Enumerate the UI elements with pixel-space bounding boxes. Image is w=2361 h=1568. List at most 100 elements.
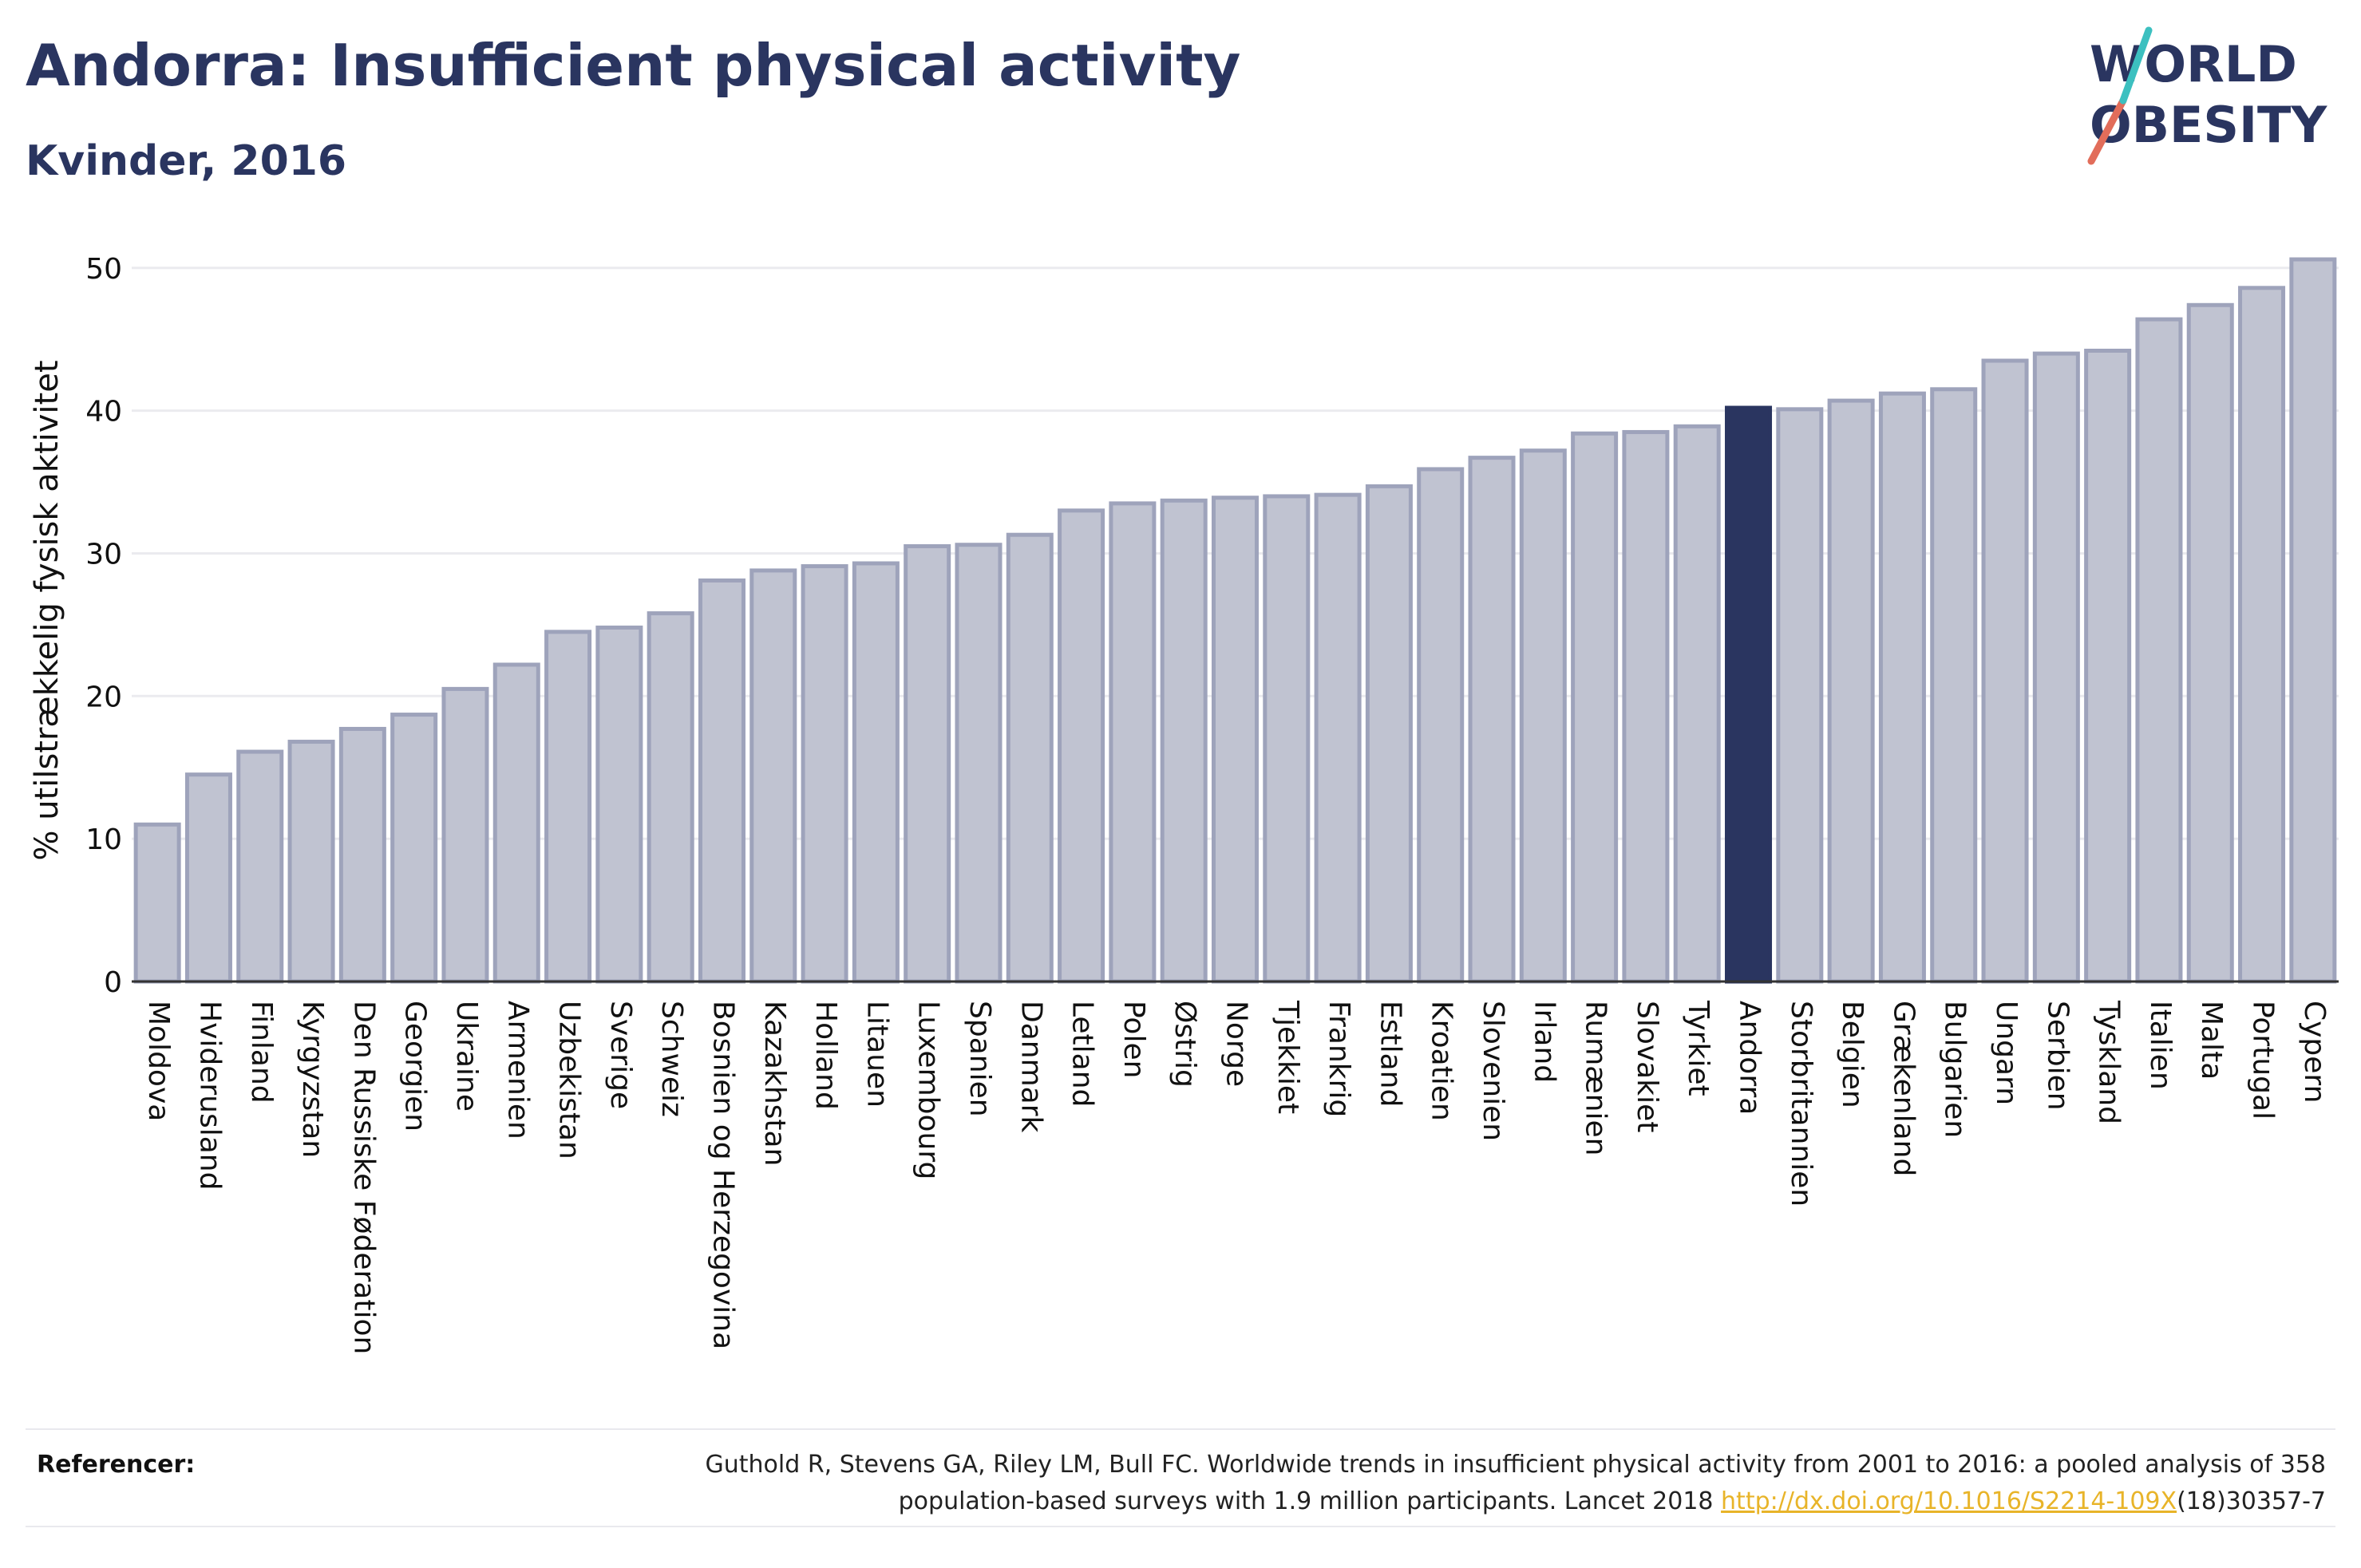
bar <box>1263 494 1311 984</box>
x-tick-label: Luxembourg <box>912 1001 945 1179</box>
bar <box>1058 508 1105 984</box>
bar <box>2032 351 2080 984</box>
bar <box>852 561 900 984</box>
bar <box>1571 431 1619 984</box>
bar <box>1776 407 1824 984</box>
x-tick-label: Rumænien <box>1580 1001 1612 1155</box>
x-tick-label: Frankrig <box>1323 1001 1355 1117</box>
x-tick-label: Østrig <box>1169 1001 1201 1088</box>
bar <box>1622 429 1670 984</box>
bar <box>2186 302 2234 984</box>
bar <box>184 772 232 984</box>
bar <box>1930 387 1978 984</box>
x-tick-label: Italien <box>2144 1001 2177 1090</box>
bar <box>1725 405 1773 984</box>
x-tick-label: Spanien <box>963 1001 996 1117</box>
bar <box>236 749 284 984</box>
logo-line2: OBESITY <box>2090 96 2327 154</box>
y-tick-label: 40 <box>85 396 122 429</box>
logo-slash-red <box>2087 97 2127 165</box>
x-tick-label: Bosnien og Herzegovina <box>706 1001 739 1349</box>
bar <box>544 630 592 984</box>
bar <box>595 625 643 984</box>
bar <box>801 564 848 984</box>
y-tick-label: 30 <box>85 538 122 571</box>
bar <box>955 543 1003 984</box>
bar <box>2238 286 2286 984</box>
bar <box>904 544 951 984</box>
bar <box>1519 448 1567 984</box>
bar <box>749 568 797 984</box>
bar <box>2135 317 2183 984</box>
bar <box>133 822 181 984</box>
x-tick-label: Grækenland <box>1887 1001 1920 1176</box>
x-tick-label: Ungarn <box>1990 1001 2023 1105</box>
y-tick-label: 20 <box>85 681 122 713</box>
x-tick-label: Uzbekistan <box>553 1001 586 1159</box>
x-tick-label: Armenien <box>501 1001 534 1139</box>
x-tick-label: Norge <box>1220 1001 1253 1087</box>
references-label: Referencer: <box>37 1451 196 1479</box>
bar <box>647 611 694 984</box>
x-tick-label: Den Russiske Føderation <box>347 1001 380 1354</box>
bar <box>1468 456 1516 984</box>
bar <box>1365 484 1413 984</box>
chart-subtitle: Kvinder, 2016 <box>26 137 347 185</box>
x-tick-label: Letland <box>1066 1001 1099 1107</box>
bar <box>1109 501 1157 984</box>
bar <box>1673 424 1721 984</box>
x-tick-label: Hviderusland <box>193 1001 226 1190</box>
references-divider-top <box>26 1428 2335 1430</box>
y-tick-label: 10 <box>85 823 122 856</box>
x-tick-label: Andorra <box>1734 1001 1766 1115</box>
x-tick-labels: Moldova Hviderusland Finland Kyrgyzstan Den … <box>142 1000 2331 1354</box>
bar <box>1314 492 1362 984</box>
y-tick-label: 0 <box>104 966 122 999</box>
bar <box>492 662 540 984</box>
x-tick-label: Georgien <box>399 1001 432 1132</box>
bar <box>1827 398 1875 984</box>
x-tick-label: Malta <box>2195 1001 2228 1080</box>
references-text: Guthold R, Stevens GA, Riley LM, Bull FC… <box>570 1447 2326 1520</box>
bar <box>698 578 745 984</box>
x-tick-label: Moldova <box>142 1001 175 1121</box>
bar <box>2289 257 2337 984</box>
x-tick-label: Kazakhstan <box>758 1001 791 1166</box>
x-tick-label: Finland <box>245 1001 278 1104</box>
x-tick-label: Estland <box>1374 1001 1406 1107</box>
y-axis-label: % utilstrækkelig fysisk aktivitet <box>29 360 65 860</box>
x-tick-label: Belgien <box>1836 1001 1869 1108</box>
x-tick-label: Slovakiet <box>1631 1001 1663 1132</box>
x-tick-label: Schweiz <box>655 1001 688 1117</box>
bar <box>1160 498 1208 984</box>
x-tick-label: Slovenien <box>1477 1001 1509 1141</box>
bar <box>287 740 335 984</box>
x-tick-label: Holland <box>809 1001 842 1110</box>
bar <box>1417 467 1465 984</box>
x-tick-label: Polen <box>1117 1001 1150 1078</box>
x-tick-label: Portugal <box>2247 1001 2280 1120</box>
x-tick-label: Ukraine <box>450 1001 483 1112</box>
x-tick-label: Serbien <box>2041 1001 2074 1111</box>
x-tick-label: Kroatien <box>1426 1001 1458 1121</box>
x-tick-label: Bulgarien <box>1939 1001 1971 1138</box>
bar <box>441 686 489 984</box>
bar <box>1211 496 1260 984</box>
bar <box>2084 349 2132 984</box>
bars <box>133 257 2337 984</box>
bar <box>1981 358 2029 984</box>
bar <box>390 713 438 984</box>
references-divider-bottom <box>26 1526 2335 1527</box>
x-tick-label: Tjekkiet <box>1271 1000 1304 1114</box>
x-tick-label: Irland <box>1528 1001 1560 1083</box>
references-doi-link[interactable]: http://dx.doi.org/10.1016/S2214-109X <box>1721 1487 2177 1515</box>
x-tick-label: Tyrkiet <box>1682 1000 1714 1096</box>
bar <box>338 726 386 984</box>
x-tick-label: Kyrgyzstan <box>296 1001 329 1158</box>
x-tick-label: Sverige <box>604 1001 637 1109</box>
world-obesity-logo: WORLD OBESITY <box>2087 26 2327 165</box>
logo-slash-teal <box>2119 26 2153 105</box>
references-citation: Guthold R, Stevens GA, Riley LM, Bull FC… <box>705 1451 2326 1515</box>
x-tick-label: Litauen <box>860 1001 893 1108</box>
x-tick-label: Danmark <box>1014 1001 1047 1133</box>
